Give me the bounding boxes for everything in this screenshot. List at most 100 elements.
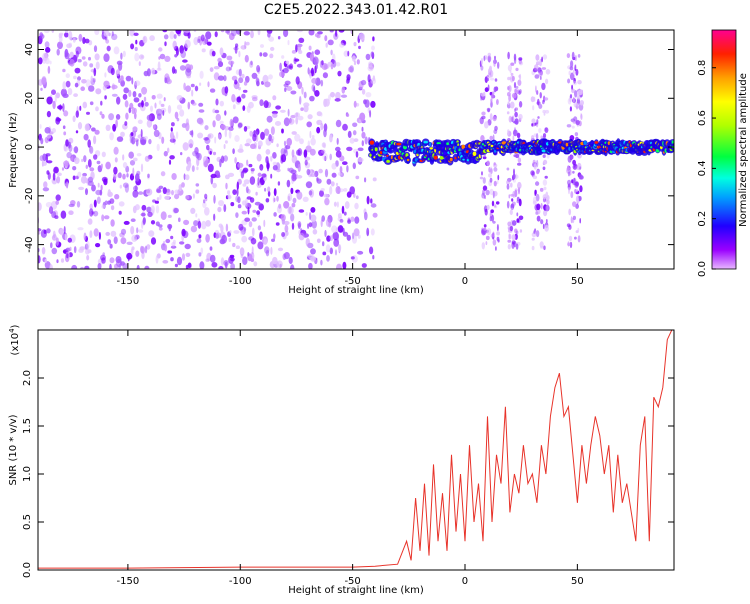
spectrogram-mark <box>227 190 231 195</box>
spectrogram-mark <box>290 264 295 269</box>
spectrogram-mark <box>514 88 518 94</box>
snr-y-tick-label: 1.5 <box>22 418 33 434</box>
spectrogram-mark <box>248 221 253 228</box>
spectrogram-mark <box>544 109 550 114</box>
spectrogram-mark <box>320 188 325 192</box>
spectrogram-mark <box>132 167 135 177</box>
spectrogram-mark <box>364 136 368 145</box>
snr-y-ticks: 0.0 0.5 1.0 1.5 2.0 <box>22 370 674 578</box>
spectrogram-mark <box>168 159 172 165</box>
spectrogram-mark <box>492 134 495 142</box>
spectrogram-mark <box>245 41 250 46</box>
spectrogram-mark <box>546 204 549 212</box>
spectrogram-mark <box>195 213 198 218</box>
spectrogram-mark <box>100 254 106 261</box>
spectrogram-mark <box>45 154 48 163</box>
spectrogram-mark <box>234 45 238 54</box>
spectrogram-mark <box>540 203 543 210</box>
spectrogram-mark <box>44 261 51 269</box>
spectrogram-mark <box>170 245 177 249</box>
spectrogram-mark <box>487 52 491 57</box>
spectrogram-mark <box>183 173 186 180</box>
spectrogram-x-tick-label: -100 <box>229 276 252 287</box>
spectrogram-mark <box>322 251 327 256</box>
spectrogram-mark <box>330 91 335 98</box>
spectrogram-mark <box>339 219 344 223</box>
spectrogram-mark <box>533 230 535 234</box>
spectrogram-mark <box>158 224 163 228</box>
spectrogram-mark <box>472 151 477 157</box>
spectrogram-mark <box>225 223 229 232</box>
spectrogram-mark <box>107 189 112 197</box>
spectrogram-mark <box>185 195 190 200</box>
spectrogram-mark <box>329 134 333 143</box>
spectrogram-mark <box>273 188 277 197</box>
spectrogram-mark <box>88 56 91 61</box>
spectrogram-mark <box>53 166 59 174</box>
spectrogram-mark <box>124 121 128 126</box>
spectrogram-mark <box>515 85 519 89</box>
spectrogram-mark <box>530 96 535 103</box>
spectrogram-mark <box>312 229 318 235</box>
spectrogram-mark <box>479 176 484 180</box>
spectrogram-mark <box>579 218 581 224</box>
spectrogram-mark <box>370 228 375 236</box>
spectrogram-mark <box>77 227 84 231</box>
spectrogram-mark <box>308 45 312 51</box>
spectrogram-mark <box>93 210 99 217</box>
spectrogram-mark <box>289 117 292 124</box>
spectrogram-mark <box>44 41 50 49</box>
spectrogram-mark <box>114 157 118 163</box>
spectrogram-mark <box>198 119 204 126</box>
spectrogram-mark <box>486 74 489 78</box>
spectrogram-mark <box>81 158 84 163</box>
spectrogram-mark <box>541 67 547 70</box>
spectrogram-mark <box>573 77 576 84</box>
spectrogram-mark <box>64 233 68 241</box>
spectrogram-mark <box>174 54 178 58</box>
snr-y-tick-label: 2.0 <box>22 370 33 386</box>
spectrogram-mark <box>219 158 222 168</box>
spectrogram-mark <box>533 133 537 137</box>
spectrogram-mark <box>277 181 281 186</box>
spectrogram-mark <box>481 57 483 65</box>
spectrogram-mark <box>510 72 514 76</box>
spectrogram-mark <box>257 30 261 36</box>
spectrogram-mark <box>113 173 117 180</box>
spectrogram-mark <box>82 37 86 44</box>
spectrogram-mark <box>241 93 246 99</box>
spectrogram-mark <box>291 203 296 208</box>
spectrogram-mark <box>297 115 304 121</box>
spectrogram-mark <box>542 109 546 114</box>
spectrogram-mark <box>335 146 341 152</box>
spectrogram-mark <box>118 77 121 83</box>
spectrogram-mark <box>273 197 276 202</box>
spectrogram-mark <box>205 233 210 243</box>
spectrogram-mark <box>149 35 155 42</box>
spectrogram-mark <box>230 30 237 37</box>
spectrogram-mark <box>144 245 148 254</box>
spectrogram-mark <box>257 140 263 147</box>
spectrogram-mark <box>342 161 348 166</box>
spectrogram-mark <box>516 132 521 139</box>
spectrogram-mark <box>206 159 210 164</box>
spectrogram-mark <box>202 201 207 208</box>
spectrogram-mark <box>486 107 491 112</box>
spectrogram-mark <box>195 183 200 187</box>
spectrogram-mark <box>199 261 205 269</box>
spectrogram-mark <box>531 135 535 141</box>
spectrogram-mark <box>483 91 486 97</box>
spectrogram-mark <box>276 143 279 148</box>
spectrogram-mark <box>341 86 346 94</box>
spectrogram-mark <box>160 211 167 221</box>
spectrogram-mark <box>493 162 496 166</box>
spectrogram-mark <box>354 216 360 224</box>
spectrogram-mark <box>72 37 76 43</box>
spectrogram-mark <box>56 259 59 264</box>
spectrogram-mark <box>506 111 510 115</box>
spectrogram-mark <box>109 243 113 249</box>
spectrogram-mark <box>540 135 543 140</box>
spectrogram-mark <box>67 237 73 243</box>
spectrogram-mark <box>309 212 312 220</box>
spectrogram-mark <box>61 167 65 171</box>
